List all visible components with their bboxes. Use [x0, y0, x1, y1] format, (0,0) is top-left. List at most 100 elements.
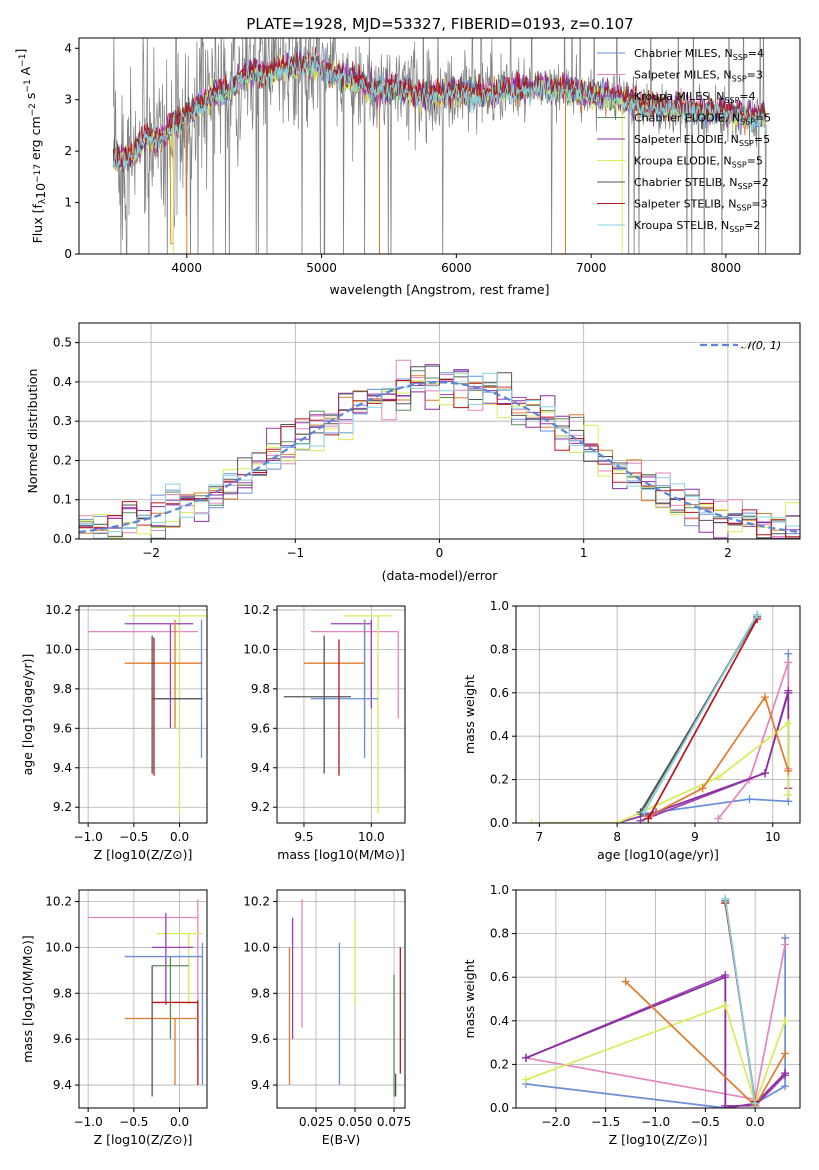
x-tick-label: −0.5	[119, 830, 148, 844]
x-tick-label: 10.0	[358, 830, 385, 844]
errorbar-point	[303, 619, 366, 729]
errorbar-point	[124, 619, 203, 729]
x-tick-label: 8000	[711, 261, 742, 275]
errorbar-point	[156, 932, 203, 1005]
errorbar-point	[344, 615, 392, 814]
plus-marker	[753, 610, 762, 619]
y-tick-label: 1.0	[490, 883, 509, 897]
plus-marker	[760, 693, 769, 702]
y-axis-label: mass [log10(M/M⊙)]	[20, 935, 35, 1063]
series-line	[717, 662, 790, 820]
plus-marker	[644, 814, 653, 823]
x-tick-label: 5000	[306, 261, 337, 275]
x-tick-label: −1.0	[641, 1115, 670, 1129]
plus-marker	[721, 1104, 730, 1108]
plus-marker	[527, 819, 536, 823]
mass-weight-series	[714, 658, 793, 823]
y-tick-label: 9.6	[251, 721, 270, 735]
y-tick-label: 0.1	[53, 493, 72, 507]
y-tick-label: 0.8	[490, 642, 509, 656]
plus-marker	[698, 784, 707, 793]
y-axis-label: mass weight	[462, 675, 477, 754]
axes-frame	[515, 889, 801, 1109]
legend-model: Salpeter MILES, N	[634, 69, 732, 82]
legend-label: Kroupa ELODIE, NSSP=5	[634, 155, 763, 170]
x-tick-label: 7	[536, 830, 544, 844]
plus-marker	[721, 894, 730, 903]
plus-marker	[784, 766, 793, 775]
y-tick-label: 0	[64, 247, 72, 261]
y-tick-label: 0.4	[490, 729, 509, 743]
y-tick-label: 9.4	[53, 1078, 72, 1092]
plus-marker	[781, 1049, 790, 1058]
y-tick-label: 0.8	[490, 927, 509, 941]
errorbar-point	[283, 635, 352, 774]
plot-area	[527, 610, 793, 823]
plus-marker	[721, 973, 730, 982]
errorbar-point	[152, 956, 189, 1040]
errorbar-point	[151, 635, 203, 774]
plus-marker	[784, 719, 793, 728]
plus-marker	[621, 977, 630, 986]
y-tick-label: 10.0	[45, 642, 72, 656]
legend-label: Kroupa STELIB, NSSP=2	[634, 219, 760, 234]
errorbar-point	[152, 912, 194, 1005]
axes-frame	[515, 605, 801, 824]
y-tick-label: 0.6	[490, 686, 509, 700]
panel-mass-vs-Z: −1.0 −0.5 0.0 9.4 9.6 9.8 10.0 10.2 Z [log10(Z/Z…	[20, 889, 208, 1147]
mass-weight-series	[721, 894, 760, 1108]
x-tick-label: 0.0	[170, 1115, 189, 1129]
panel-mass-weight-vs-age: 7 8 9 10 0.0 0.2 0.4 0.6 0.8 1.0 age [log10(age/yr…	[462, 599, 801, 862]
plot-area	[88, 615, 207, 814]
legend-label: Kroupa MILES, NSSP=4	[634, 90, 756, 105]
x-tick-label: −2	[142, 546, 160, 560]
plus-marker	[784, 688, 793, 697]
legend-label: Salpeter ELODIE, NSSP=5	[634, 133, 770, 148]
x-tick-label: 0.025	[299, 1115, 333, 1129]
legend-model: Kroupa STELIB, N	[634, 219, 729, 232]
residual-histogram	[79, 372, 800, 539]
errorbar-point	[310, 630, 399, 719]
y-tick-label: 10.2	[243, 894, 270, 908]
errorbar-point	[124, 623, 194, 729]
x-tick-label: 10	[765, 830, 780, 844]
errorbar-point	[124, 942, 204, 1086]
series-line	[643, 614, 758, 813]
mass-weight-series	[521, 1001, 790, 1108]
series-line	[647, 618, 758, 820]
axes-frame	[276, 889, 406, 1109]
legend-label: 𝒩(0, 1)	[741, 339, 781, 352]
plus-marker	[714, 773, 723, 782]
plus-marker	[521, 1075, 530, 1084]
plus-marker	[781, 1069, 790, 1078]
y-tick-label: 0.4	[490, 1014, 509, 1028]
x-axis-label: Z [log10(Z/Z⊙)]	[94, 847, 193, 862]
y-tick-label: 9.6	[251, 1032, 270, 1046]
y-tick-label: 0.0	[53, 532, 72, 546]
y-tick-label: 9.4	[53, 761, 72, 775]
y-tick-label: 0.6	[490, 970, 509, 984]
y-tick-label: 0.2	[53, 453, 72, 467]
legend-model: Kroupa MILES, N	[634, 90, 724, 103]
y-tick-label: 10.0	[243, 940, 270, 954]
plus-marker	[714, 814, 723, 823]
errorbar-point	[124, 1017, 198, 1086]
series-line	[640, 653, 790, 816]
y-tick-label: 0.5	[53, 336, 72, 350]
panel-age-vs-mass: 9.5 10.0 9.2 9.4 9.6 9.8 10.0 10.2 mass [log10(M…	[243, 603, 406, 862]
legend-model: Salpeter STELIB, N	[634, 198, 736, 211]
x-tick-label: −1.0	[74, 1115, 103, 1129]
errorbar-point	[129, 615, 207, 814]
axes-frame	[78, 889, 208, 1109]
axes-frame	[78, 605, 208, 824]
y-tick-label: 9.6	[53, 721, 72, 735]
series-line	[616, 692, 790, 823]
plus-marker	[781, 940, 790, 949]
y-axis-label: mass weight	[462, 959, 477, 1038]
plus-marker	[784, 790, 793, 799]
y-tick-label: 9.8	[53, 682, 72, 696]
panel-mass-vs-EBV: 0.025 0.050 0.075 9.4 9.6 9.8 10.0 10.2 E(B-V)	[243, 889, 411, 1147]
y-tick-label: 9.8	[251, 986, 270, 1000]
x-axis-label: mass [log10(M/M⊙)]	[277, 847, 405, 862]
y-tick-label: 10.2	[243, 603, 270, 617]
